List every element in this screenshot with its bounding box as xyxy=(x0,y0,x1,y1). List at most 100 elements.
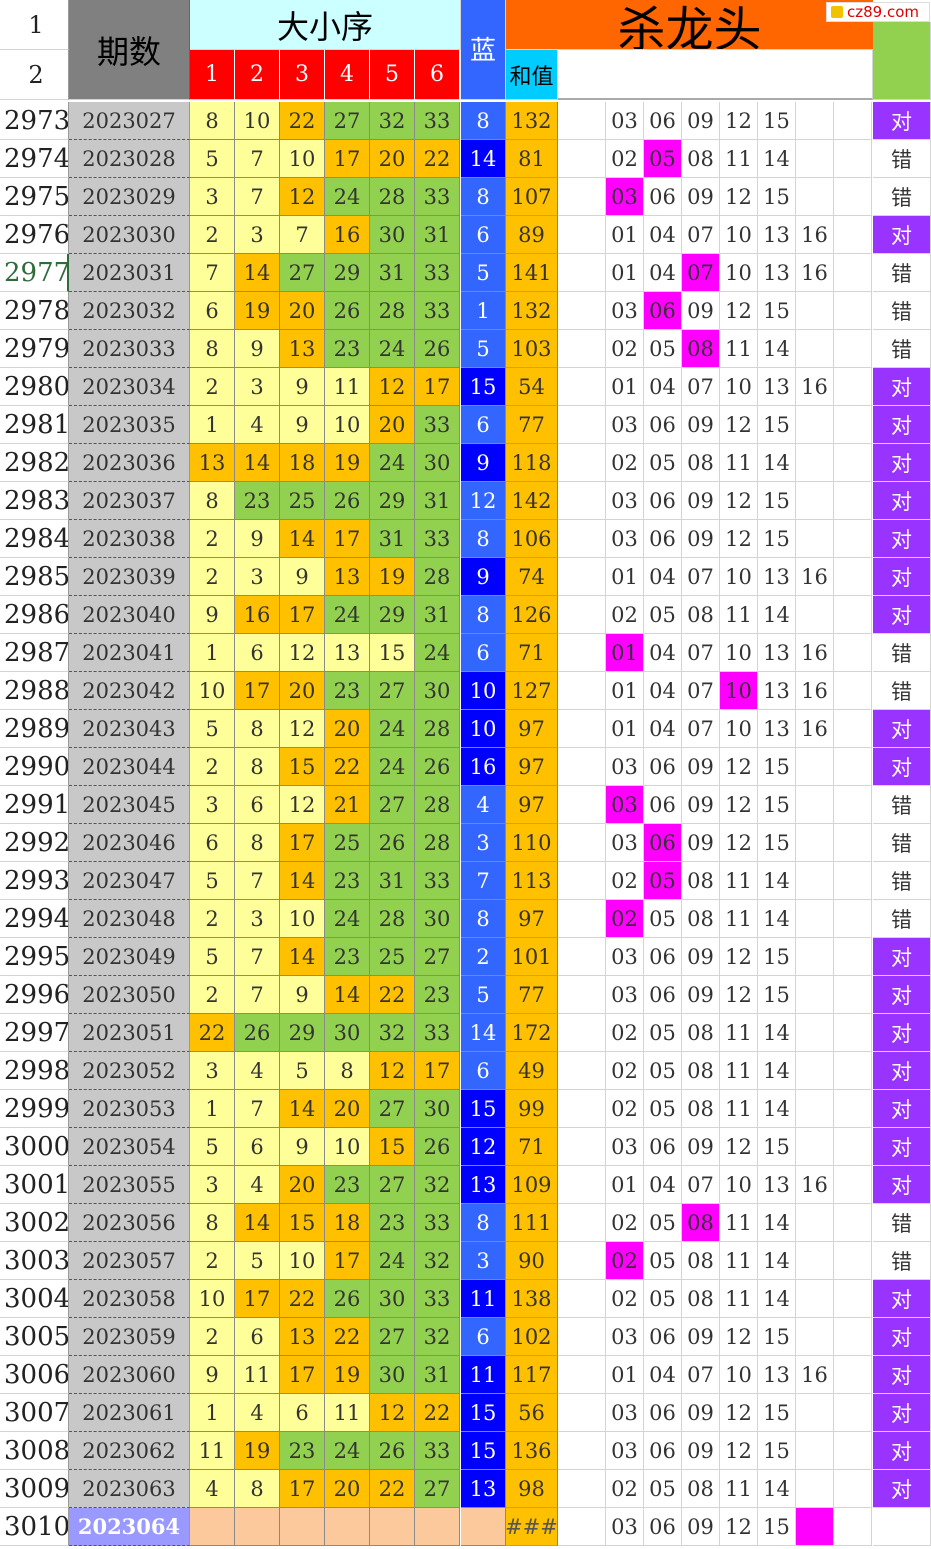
kill-number-cell[interactable]: 11 xyxy=(720,1204,758,1242)
kill-number-cell[interactable] xyxy=(796,1508,834,1546)
number-cell[interactable]: 23 xyxy=(415,976,460,1014)
result-cell[interactable]: 对 xyxy=(873,520,931,558)
kill-number-cell[interactable]: 13 xyxy=(758,672,796,710)
number-cell[interactable]: 30 xyxy=(415,1090,460,1128)
kill-number-cell[interactable] xyxy=(796,482,834,520)
result-cell[interactable]: 对 xyxy=(873,1052,931,1090)
kill-number-cell[interactable]: 06 xyxy=(644,786,682,824)
kill-blank-cell[interactable] xyxy=(558,444,606,482)
kill-number-cell[interactable]: 14 xyxy=(758,140,796,178)
number-cell[interactable]: 14 xyxy=(280,520,325,558)
number-cell[interactable]: 28 xyxy=(415,558,460,596)
number-cell[interactable]: 33 xyxy=(415,1204,460,1242)
result-cell[interactable]: 错 xyxy=(873,178,931,216)
period-cell[interactable]: 2023037 xyxy=(69,482,190,520)
number-cell[interactable]: 24 xyxy=(325,596,370,634)
kill-blank-cell[interactable] xyxy=(558,558,606,596)
number-cell[interactable]: 28 xyxy=(415,824,460,862)
row-number[interactable]: 2990 xyxy=(0,748,69,786)
number-cell[interactable]: 24 xyxy=(370,444,415,482)
kill-number-cell[interactable]: 11 xyxy=(720,1014,758,1052)
number-cell[interactable]: 1 xyxy=(190,406,235,444)
kill-number-cell[interactable]: 12 xyxy=(720,748,758,786)
kill-number-cell[interactable]: 01 xyxy=(606,1356,644,1394)
blue-ball-cell[interactable]: 15 xyxy=(461,1090,506,1128)
number-cell[interactable]: 9 xyxy=(190,1356,235,1394)
number-cell[interactable]: 12 xyxy=(280,634,325,672)
number-cell[interactable]: 31 xyxy=(370,254,415,292)
sum-cell[interactable]: 77 xyxy=(506,406,558,444)
sum-cell[interactable]: 77 xyxy=(506,976,558,1014)
number-cell[interactable]: 12 xyxy=(370,368,415,406)
period-cell[interactable]: 2023059 xyxy=(69,1318,190,1356)
kill-number-cell[interactable]: 04 xyxy=(644,368,682,406)
row-number[interactable]: 2985 xyxy=(0,558,69,596)
result-cell[interactable]: 对 xyxy=(873,1470,931,1508)
number-cell[interactable]: 31 xyxy=(415,1356,460,1394)
kill-number-cell[interactable]: 15 xyxy=(758,976,796,1014)
blue-ball-cell[interactable]: 5 xyxy=(461,254,506,292)
number-cell[interactable]: 6 xyxy=(235,786,280,824)
period-cell[interactable]: 2023052 xyxy=(69,1052,190,1090)
kill-number-cell[interactable] xyxy=(796,444,834,482)
number-cell[interactable]: 2 xyxy=(190,558,235,596)
number-cell[interactable]: 1 xyxy=(190,1090,235,1128)
kill-number-cell[interactable] xyxy=(796,1470,834,1508)
kill-number-cell[interactable]: 13 xyxy=(758,216,796,254)
sum-cell[interactable]: 97 xyxy=(506,710,558,748)
kill-number-cell[interactable] xyxy=(834,406,872,444)
kill-number-cell[interactable] xyxy=(834,178,872,216)
number-cell[interactable]: 7 xyxy=(235,140,280,178)
row-number[interactable]: 2979 xyxy=(0,330,69,368)
row-number[interactable]: 2973 xyxy=(0,102,69,140)
kill-number-cell[interactable] xyxy=(834,368,872,406)
row-number[interactable]: 3000 xyxy=(0,1128,69,1166)
kill-number-cell[interactable]: 02 xyxy=(606,140,644,178)
row-number[interactable]: 3009 xyxy=(0,1470,69,1508)
number-cell[interactable]: 32 xyxy=(370,102,415,140)
number-cell[interactable]: 10 xyxy=(325,1128,370,1166)
number-cell[interactable]: 25 xyxy=(370,938,415,976)
number-cell[interactable]: 2 xyxy=(190,976,235,1014)
number-cell[interactable]: 8 xyxy=(235,710,280,748)
kill-number-cell[interactable]: 03 xyxy=(606,786,644,824)
sum-cell[interactable]: 97 xyxy=(506,786,558,824)
kill-number-cell[interactable]: 13 xyxy=(758,254,796,292)
blue-ball-cell[interactable]: 15 xyxy=(461,368,506,406)
period-cell[interactable]: 2023053 xyxy=(69,1090,190,1128)
blue-ball-cell[interactable]: 12 xyxy=(461,482,506,520)
number-cell[interactable]: 26 xyxy=(370,1432,415,1470)
blue-ball-cell[interactable]: 3 xyxy=(461,1242,506,1280)
number-cell[interactable]: 29 xyxy=(370,596,415,634)
kill-blank-cell[interactable] xyxy=(558,786,606,824)
kill-number-cell[interactable]: 07 xyxy=(682,558,720,596)
number-cell[interactable]: 22 xyxy=(280,102,325,140)
number-cell[interactable]: 14 xyxy=(280,862,325,900)
kill-number-cell[interactable] xyxy=(796,520,834,558)
blue-ball-cell[interactable]: 12 xyxy=(461,1128,506,1166)
period-cell[interactable]: 2023042 xyxy=(69,672,190,710)
kill-number-cell[interactable]: 12 xyxy=(720,102,758,140)
number-cell[interactable]: 9 xyxy=(280,406,325,444)
blue-ball-cell[interactable]: 11 xyxy=(461,1356,506,1394)
number-cell[interactable]: 22 xyxy=(190,1014,235,1052)
period-cell[interactable]: 2023030 xyxy=(69,216,190,254)
kill-number-cell[interactable]: 05 xyxy=(644,1204,682,1242)
kill-number-cell[interactable]: 08 xyxy=(682,1242,720,1280)
number-cell[interactable] xyxy=(235,1508,280,1546)
kill-number-cell[interactable] xyxy=(834,140,872,178)
kill-number-cell[interactable]: 12 xyxy=(720,1394,758,1432)
kill-number-cell[interactable]: 14 xyxy=(758,1090,796,1128)
kill-number-cell[interactable] xyxy=(796,1090,834,1128)
kill-number-cell[interactable] xyxy=(834,862,872,900)
result-cell[interactable]: 错 xyxy=(873,900,931,938)
kill-number-cell[interactable]: 08 xyxy=(682,1470,720,1508)
number-cell[interactable]: 11 xyxy=(325,1394,370,1432)
kill-number-cell[interactable]: 07 xyxy=(682,1356,720,1394)
period-cell[interactable]: 2023060 xyxy=(69,1356,190,1394)
period-cell[interactable]: 2023031 xyxy=(69,254,190,292)
number-cell[interactable]: 20 xyxy=(280,672,325,710)
number-cell[interactable]: 4 xyxy=(190,1470,235,1508)
number-cell[interactable]: 9 xyxy=(280,1128,325,1166)
number-cell[interactable]: 18 xyxy=(280,444,325,482)
